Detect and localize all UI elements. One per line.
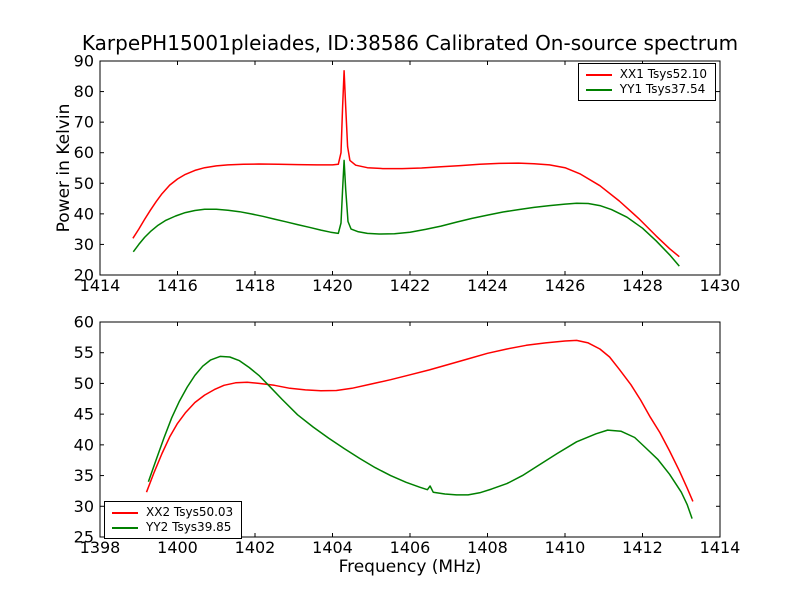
y-tick-label: 40	[74, 435, 94, 454]
y-tick-label: 45	[74, 405, 94, 424]
xx2-line-sample-icon	[112, 511, 138, 514]
series-XX1	[132, 70, 680, 258]
x-tick-label: 1400	[157, 538, 198, 557]
x-tick-label: 1412	[622, 538, 663, 557]
y-tick-label: 40	[74, 204, 94, 223]
legend-label-yy2: YY2 Tsys39.85	[146, 520, 232, 534]
y-axis-label: Power in Kelvin	[54, 103, 74, 233]
y-tick-label: 70	[74, 113, 94, 132]
legend-label-yy1: YY1 Tsys37.54	[619, 82, 706, 96]
yy2-line-sample-icon	[112, 526, 138, 529]
x-tick-label: 1404	[312, 538, 353, 557]
x-tick-label: 1416	[157, 276, 198, 295]
x-tick-label: 1402	[235, 538, 276, 557]
y-tick-label: 30	[74, 235, 94, 254]
x-tick-label: 1414	[80, 276, 121, 295]
y-tick-label: 20	[74, 266, 94, 285]
bottom-plot-legend: XX2 Tsys50.03 YY2 Tsys39.85	[104, 501, 243, 539]
y-tick-label: 35	[74, 466, 94, 485]
y-tick-label: 30	[74, 497, 94, 516]
legend-entry-yy1: YY1 Tsys37.54	[585, 82, 707, 97]
x-tick-label: 1430	[700, 276, 741, 295]
yy1-line-sample-icon	[585, 88, 612, 91]
x-tick-label: 1408	[467, 538, 508, 557]
figure-title: KarpePH15001pleiades, ID:38586 Calibrate…	[81, 31, 739, 55]
legend-label-xx2: XX2 Tsys50.03	[146, 505, 234, 519]
x-tick-label: 1426	[545, 276, 586, 295]
x-tick-label: 1398	[80, 538, 121, 557]
legend-entry-xx2: XX2 Tsys50.03	[112, 505, 233, 520]
y-tick-label: 25	[74, 528, 94, 547]
y-tick-label: 60	[74, 313, 94, 332]
x-tick-label: 1420	[312, 276, 353, 295]
x-tick-label: 1422	[390, 276, 431, 295]
y-tick-label: 55	[74, 343, 94, 362]
legend-entry-yy2: YY2 Tsys39.85	[112, 520, 233, 535]
y-tick-label: 50	[74, 174, 94, 193]
legend-label-xx1: XX1 Tsys52.10	[619, 67, 707, 81]
x-tick-label: 1410	[545, 538, 586, 557]
x-tick-label: 1414	[700, 538, 741, 557]
y-tick-label: 60	[74, 143, 94, 162]
legend-entry-xx1: XX1 Tsys52.10	[585, 67, 707, 82]
x-tick-label: 1428	[622, 276, 663, 295]
xx1-line-sample-icon	[585, 73, 612, 76]
top-plot-legend: XX1 Tsys52.10 YY1 Tsys37.54	[577, 63, 716, 101]
series-YY1	[132, 159, 680, 267]
x-axis-label: Frequency (MHz)	[338, 557, 482, 577]
series-YY2	[147, 355, 693, 519]
x-tick-label: 1406	[390, 538, 431, 557]
y-tick-label: 90	[74, 52, 94, 71]
y-tick-label: 50	[74, 374, 94, 393]
x-tick-label: 1424	[467, 276, 508, 295]
series-XX2	[145, 339, 694, 502]
y-tick-label: 80	[74, 82, 94, 101]
x-tick-label: 1418	[235, 276, 276, 295]
